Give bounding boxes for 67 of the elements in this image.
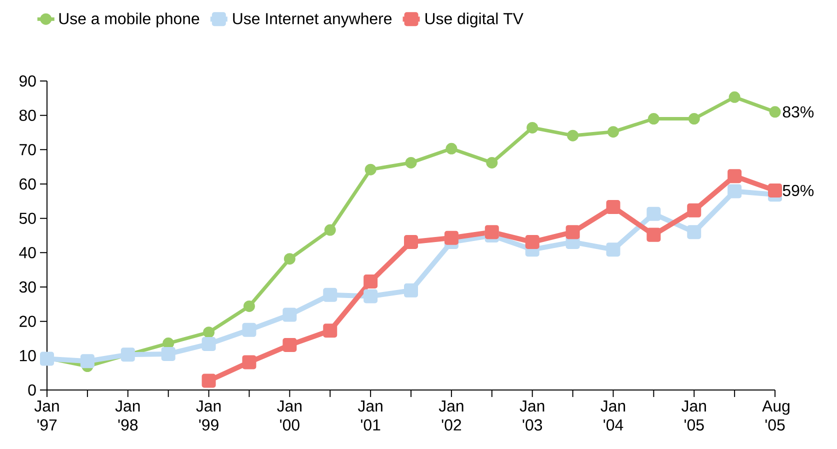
point <box>446 142 458 154</box>
y-tick-label: 40 <box>19 247 36 258</box>
point <box>646 228 661 242</box>
x-tick-label: Jan '98 <box>115 400 140 431</box>
point <box>526 122 538 134</box>
point <box>687 225 702 240</box>
y-tick-label: 90 <box>20 75 36 87</box>
point <box>323 324 338 338</box>
x-tick-label: Jan '97 <box>34 400 59 431</box>
point <box>769 106 781 118</box>
point <box>404 235 418 250</box>
point <box>486 156 498 168</box>
point <box>646 206 661 221</box>
y-tick-label: 0 <box>28 384 36 396</box>
y-tick-label: 60 <box>20 178 36 190</box>
y-tick-label: 70 <box>20 144 36 156</box>
point <box>405 156 417 168</box>
point <box>80 354 94 368</box>
x-tick-label: Jan '02 <box>438 400 464 431</box>
point <box>728 91 740 103</box>
text: 83% <box>782 106 814 118</box>
point <box>768 184 782 198</box>
point <box>202 374 216 388</box>
x-tick-label: Jan '01 <box>358 400 382 431</box>
legend-label: Use Internet anywhere <box>233 12 392 28</box>
y-tick-label: 20 <box>20 316 36 327</box>
point <box>606 200 620 214</box>
y-tick-label: 10 <box>20 350 36 362</box>
point <box>567 130 579 142</box>
point <box>728 169 742 184</box>
point <box>648 113 660 125</box>
point <box>728 184 742 198</box>
point <box>284 253 296 265</box>
point <box>243 300 255 312</box>
y-tick-label: 50 <box>19 212 36 224</box>
point <box>161 346 176 361</box>
x-tick-label: Aug '05 <box>762 400 790 431</box>
point <box>688 113 700 125</box>
point <box>687 203 702 218</box>
point <box>566 225 580 240</box>
point <box>203 326 215 338</box>
point <box>242 322 256 337</box>
point <box>607 126 619 138</box>
legend-label: Use a mobile phone <box>59 12 200 28</box>
x-tick-label: Jan '99 <box>196 400 221 431</box>
point <box>282 308 297 322</box>
point <box>364 164 376 176</box>
x-tick-label: Jan '04 <box>600 400 626 431</box>
point <box>282 338 297 352</box>
point <box>484 225 499 240</box>
point <box>323 288 338 302</box>
point <box>525 235 540 250</box>
point <box>242 355 256 370</box>
x-tick-label: Jan '05 <box>682 400 706 431</box>
legend-label: Use digital TV <box>426 12 524 28</box>
text: 59% <box>782 184 814 196</box>
point <box>364 274 378 289</box>
point <box>364 289 378 304</box>
point <box>404 283 418 298</box>
point <box>606 242 620 257</box>
point <box>444 230 458 245</box>
point <box>324 224 336 236</box>
x-tick-label: Jan '03 <box>520 400 544 431</box>
x-tick-label: Jan '00 <box>277 400 302 431</box>
y-tick-label: 30 <box>19 281 36 293</box>
point <box>202 336 216 351</box>
y-tick-label: 80 <box>19 110 36 121</box>
